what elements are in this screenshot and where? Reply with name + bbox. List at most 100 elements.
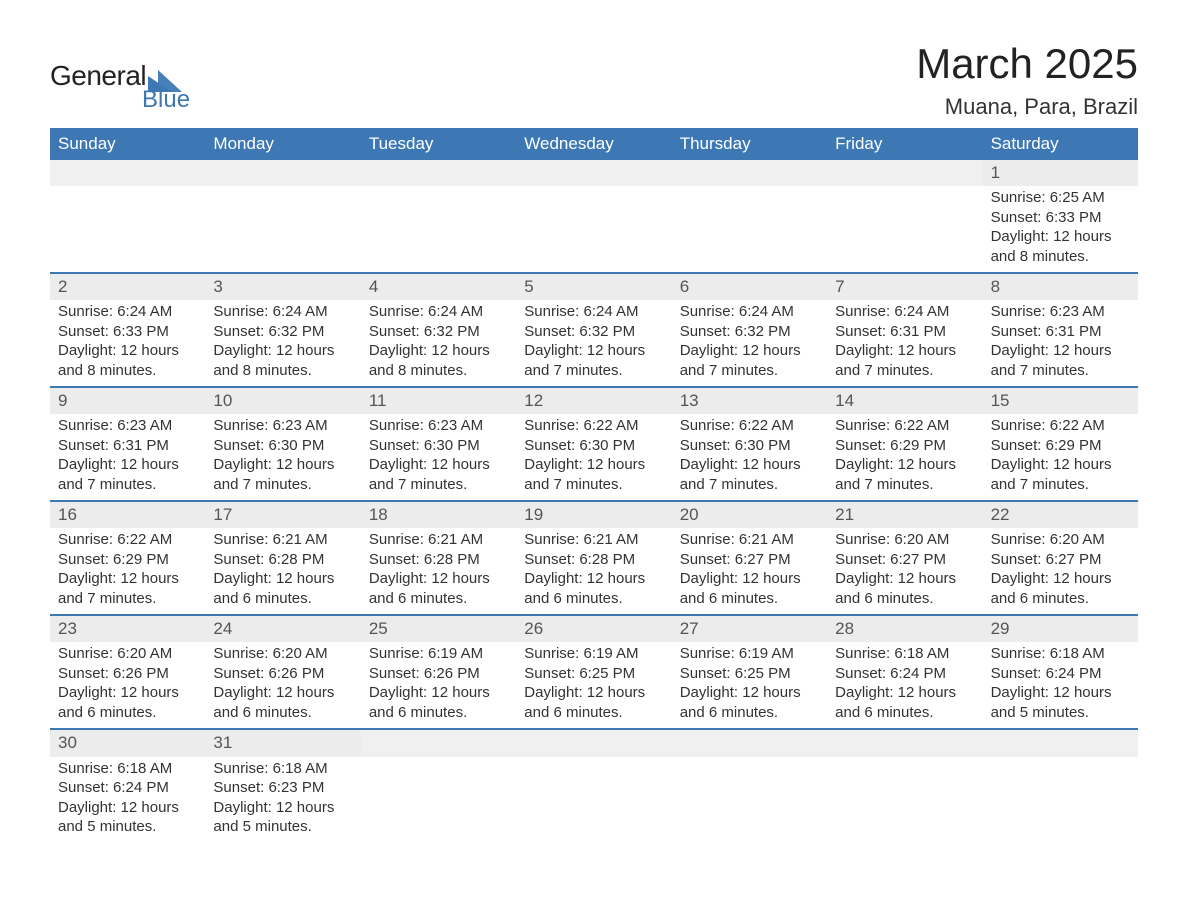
daylight-text: Daylight: 12 hours and 7 minutes. xyxy=(524,455,663,494)
sunset-text: Sunset: 6:28 PM xyxy=(213,550,352,570)
day-header: Wednesday xyxy=(516,128,671,160)
sunrise-text: Sunrise: 6:24 AM xyxy=(369,302,508,322)
day-number: 7 xyxy=(827,274,982,300)
calendar-cell: 28Sunrise: 6:18 AMSunset: 6:24 PMDayligh… xyxy=(827,616,982,728)
calendar-cell: 23Sunrise: 6:20 AMSunset: 6:26 PMDayligh… xyxy=(50,616,205,728)
calendar-cell xyxy=(672,160,827,272)
day-number: 20 xyxy=(672,502,827,528)
calendar-cell xyxy=(827,160,982,272)
sunrise-text: Sunrise: 6:18 AM xyxy=(835,644,974,664)
calendar-cell: 4Sunrise: 6:24 AMSunset: 6:32 PMDaylight… xyxy=(361,274,516,386)
daylight-text: Daylight: 12 hours and 7 minutes. xyxy=(58,569,197,608)
calendar-cell xyxy=(50,160,205,272)
calendar-cell: 27Sunrise: 6:19 AMSunset: 6:25 PMDayligh… xyxy=(672,616,827,728)
calendar-cell xyxy=(516,160,671,272)
day-number: 2 xyxy=(50,274,205,300)
calendar-cell xyxy=(516,730,671,842)
daylight-text: Daylight: 12 hours and 6 minutes. xyxy=(524,569,663,608)
day-number: 16 xyxy=(50,502,205,528)
daylight-text: Daylight: 12 hours and 6 minutes. xyxy=(369,569,508,608)
sunset-text: Sunset: 6:30 PM xyxy=(369,436,508,456)
daylight-text: Daylight: 12 hours and 6 minutes. xyxy=(213,683,352,722)
day-number: 8 xyxy=(983,274,1138,300)
day-number: 26 xyxy=(516,616,671,642)
sunset-text: Sunset: 6:30 PM xyxy=(524,436,663,456)
day-number: 22 xyxy=(983,502,1138,528)
day-number: 24 xyxy=(205,616,360,642)
day-number xyxy=(672,160,827,186)
sunset-text: Sunset: 6:25 PM xyxy=(680,664,819,684)
sunrise-text: Sunrise: 6:22 AM xyxy=(524,416,663,436)
sunrise-text: Sunrise: 6:18 AM xyxy=(991,644,1130,664)
sunset-text: Sunset: 6:27 PM xyxy=(680,550,819,570)
daylight-text: Daylight: 12 hours and 7 minutes. xyxy=(369,455,508,494)
day-header: Monday xyxy=(205,128,360,160)
day-header: Thursday xyxy=(672,128,827,160)
sunset-text: Sunset: 6:29 PM xyxy=(835,436,974,456)
sunset-text: Sunset: 6:31 PM xyxy=(835,322,974,342)
sunrise-text: Sunrise: 6:20 AM xyxy=(991,530,1130,550)
sunset-text: Sunset: 6:30 PM xyxy=(680,436,819,456)
daylight-text: Daylight: 12 hours and 6 minutes. xyxy=(835,569,974,608)
daylight-text: Daylight: 12 hours and 6 minutes. xyxy=(58,683,197,722)
calendar-cell xyxy=(672,730,827,842)
sunset-text: Sunset: 6:33 PM xyxy=(991,208,1130,228)
calendar-cell: 18Sunrise: 6:21 AMSunset: 6:28 PMDayligh… xyxy=(361,502,516,614)
sunrise-text: Sunrise: 6:23 AM xyxy=(369,416,508,436)
day-header-row: SundayMondayTuesdayWednesdayThursdayFrid… xyxy=(50,128,1138,160)
sunrise-text: Sunrise: 6:19 AM xyxy=(680,644,819,664)
day-number: 25 xyxy=(361,616,516,642)
daylight-text: Daylight: 12 hours and 7 minutes. xyxy=(58,455,197,494)
sunset-text: Sunset: 6:26 PM xyxy=(213,664,352,684)
calendar-week: 30Sunrise: 6:18 AMSunset: 6:24 PMDayligh… xyxy=(50,730,1138,842)
sunset-text: Sunset: 6:25 PM xyxy=(524,664,663,684)
day-number: 21 xyxy=(827,502,982,528)
brand-text-bottom: Blue xyxy=(142,86,190,114)
day-number: 4 xyxy=(361,274,516,300)
sunrise-text: Sunrise: 6:24 AM xyxy=(835,302,974,322)
calendar-cell: 8Sunrise: 6:23 AMSunset: 6:31 PMDaylight… xyxy=(983,274,1138,386)
sunset-text: Sunset: 6:26 PM xyxy=(369,664,508,684)
day-number: 5 xyxy=(516,274,671,300)
sunrise-text: Sunrise: 6:25 AM xyxy=(991,188,1130,208)
calendar-cell: 3Sunrise: 6:24 AMSunset: 6:32 PMDaylight… xyxy=(205,274,360,386)
calendar-cell: 16Sunrise: 6:22 AMSunset: 6:29 PMDayligh… xyxy=(50,502,205,614)
daylight-text: Daylight: 12 hours and 7 minutes. xyxy=(213,455,352,494)
day-header: Tuesday xyxy=(361,128,516,160)
calendar-cell: 7Sunrise: 6:24 AMSunset: 6:31 PMDaylight… xyxy=(827,274,982,386)
sunrise-text: Sunrise: 6:21 AM xyxy=(369,530,508,550)
sunrise-text: Sunrise: 6:21 AM xyxy=(213,530,352,550)
calendar-cell: 1Sunrise: 6:25 AMSunset: 6:33 PMDaylight… xyxy=(983,160,1138,272)
sunset-text: Sunset: 6:28 PM xyxy=(524,550,663,570)
day-number: 9 xyxy=(50,388,205,414)
calendar-cell xyxy=(827,730,982,842)
calendar-cell: 17Sunrise: 6:21 AMSunset: 6:28 PMDayligh… xyxy=(205,502,360,614)
sunrise-text: Sunrise: 6:23 AM xyxy=(58,416,197,436)
page-header: General Blue March 2025 Muana, Para, Bra… xyxy=(50,40,1138,120)
sunrise-text: Sunrise: 6:19 AM xyxy=(524,644,663,664)
title-block: March 2025 Muana, Para, Brazil xyxy=(916,40,1138,120)
day-number xyxy=(827,730,982,756)
calendar-cell: 26Sunrise: 6:19 AMSunset: 6:25 PMDayligh… xyxy=(516,616,671,728)
calendar-cell: 15Sunrise: 6:22 AMSunset: 6:29 PMDayligh… xyxy=(983,388,1138,500)
day-number: 11 xyxy=(361,388,516,414)
daylight-text: Daylight: 12 hours and 6 minutes. xyxy=(213,569,352,608)
day-number: 31 xyxy=(205,730,360,756)
sunrise-text: Sunrise: 6:24 AM xyxy=(524,302,663,322)
brand-text-top: General xyxy=(50,60,146,92)
sunset-text: Sunset: 6:32 PM xyxy=(213,322,352,342)
calendar-cell: 24Sunrise: 6:20 AMSunset: 6:26 PMDayligh… xyxy=(205,616,360,728)
sunrise-text: Sunrise: 6:22 AM xyxy=(991,416,1130,436)
day-number: 10 xyxy=(205,388,360,414)
calendar-cell: 6Sunrise: 6:24 AMSunset: 6:32 PMDaylight… xyxy=(672,274,827,386)
calendar-cell xyxy=(205,160,360,272)
calendar-cell: 9Sunrise: 6:23 AMSunset: 6:31 PMDaylight… xyxy=(50,388,205,500)
sunrise-text: Sunrise: 6:24 AM xyxy=(213,302,352,322)
daylight-text: Daylight: 12 hours and 5 minutes. xyxy=(213,798,352,837)
sunrise-text: Sunrise: 6:22 AM xyxy=(680,416,819,436)
day-header: Saturday xyxy=(983,128,1138,160)
sunset-text: Sunset: 6:33 PM xyxy=(58,322,197,342)
sunset-text: Sunset: 6:26 PM xyxy=(58,664,197,684)
calendar-cell: 31Sunrise: 6:18 AMSunset: 6:23 PMDayligh… xyxy=(205,730,360,842)
daylight-text: Daylight: 12 hours and 7 minutes. xyxy=(835,455,974,494)
